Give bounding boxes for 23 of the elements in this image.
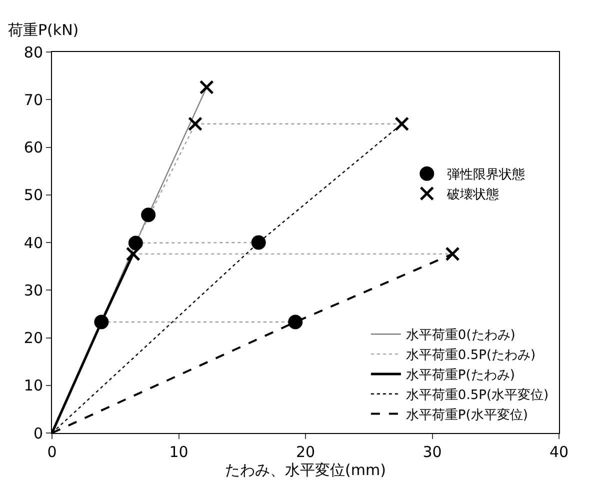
- legend-label: 水平荷重0.5P(たわみ): [406, 348, 536, 364]
- y-tick-label: 80: [24, 43, 43, 62]
- y-tick-label: 40: [24, 234, 43, 252]
- legend-label: 水平荷重0.5P(水平変位): [406, 386, 549, 403]
- x-tick-label: 10: [169, 443, 188, 461]
- x-tick-label: 0: [47, 443, 57, 461]
- y-tick-label: 0: [33, 424, 43, 442]
- y-tick-label: 60: [24, 138, 43, 156]
- legend-label: 水平荷重0(たわみ): [406, 328, 516, 344]
- legend-label: 破壊状態: [446, 188, 499, 203]
- x-tick-label: 40: [549, 443, 569, 461]
- y-tick-label: 20: [24, 329, 43, 347]
- y-tick-label: 70: [24, 90, 43, 109]
- y-tick-label: 50: [24, 186, 43, 204]
- y-axis-title: 荷重P(kN): [8, 21, 79, 39]
- legend-label: 弾性限界状態: [446, 168, 525, 183]
- x-tick-label: 30: [422, 443, 442, 461]
- y-tick-label: 30: [24, 281, 43, 300]
- x-axis-title: たわみ、水平変位(mm): [225, 461, 386, 479]
- legend-label: 水平荷重P(たわみ): [406, 368, 515, 384]
- x-tick-label: 20: [296, 443, 316, 461]
- legend-label: 水平荷重P(水平変位): [406, 406, 528, 423]
- y-tick-label: 10: [24, 376, 43, 395]
